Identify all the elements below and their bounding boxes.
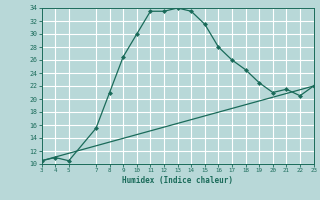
X-axis label: Humidex (Indice chaleur): Humidex (Indice chaleur) <box>122 176 233 185</box>
